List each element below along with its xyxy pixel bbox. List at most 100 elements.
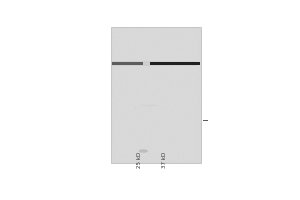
Point <box>151 92 155 95</box>
Point <box>170 145 175 149</box>
Point <box>192 146 197 150</box>
Point <box>166 138 171 141</box>
Point <box>156 117 161 120</box>
Point <box>143 106 148 110</box>
Point <box>136 73 140 77</box>
Point <box>175 122 180 125</box>
Point <box>164 141 169 144</box>
Point <box>133 48 137 51</box>
Point <box>176 118 181 121</box>
Point <box>139 134 144 137</box>
Point <box>130 29 135 32</box>
Point <box>128 80 133 83</box>
Point <box>115 51 120 55</box>
Point <box>146 76 151 79</box>
Point <box>172 58 176 61</box>
Point <box>137 28 142 31</box>
Point <box>158 160 163 163</box>
Point <box>199 94 203 97</box>
Point <box>184 139 189 142</box>
Point <box>176 37 181 41</box>
Point <box>135 106 140 109</box>
Point <box>182 142 186 146</box>
Point <box>177 112 182 115</box>
Point <box>117 66 122 70</box>
Point <box>169 55 174 58</box>
Point <box>169 157 174 161</box>
Point <box>164 106 169 110</box>
Point <box>144 83 149 86</box>
Point <box>185 49 190 52</box>
Point <box>152 157 156 160</box>
Point <box>144 39 149 42</box>
Point <box>116 53 120 56</box>
Point <box>171 139 176 143</box>
Point <box>151 110 155 113</box>
Point <box>153 51 158 54</box>
Point <box>109 121 114 125</box>
Point <box>127 53 132 56</box>
Point <box>167 159 171 162</box>
Point <box>122 100 127 103</box>
Point <box>171 82 176 86</box>
Point <box>130 49 134 52</box>
Point <box>128 110 133 113</box>
Point <box>116 133 121 136</box>
Point <box>127 63 131 66</box>
Point <box>151 95 156 98</box>
Point <box>154 158 159 161</box>
Point <box>137 144 142 147</box>
Point <box>119 89 124 93</box>
Point <box>135 151 140 154</box>
Point <box>154 41 159 44</box>
Point <box>128 160 132 163</box>
Point <box>179 86 184 89</box>
Point <box>194 110 199 114</box>
Point <box>118 67 122 71</box>
Point <box>184 80 189 83</box>
Point <box>196 91 201 94</box>
Point <box>181 34 186 37</box>
Point <box>119 135 124 138</box>
Point <box>137 70 142 73</box>
Point <box>189 159 194 162</box>
Point <box>112 31 116 34</box>
Point <box>167 114 171 117</box>
Point <box>189 120 194 123</box>
Point <box>176 47 181 50</box>
Point <box>125 61 130 64</box>
Point <box>122 60 127 63</box>
Point <box>190 105 195 108</box>
Point <box>181 47 185 50</box>
Point <box>197 93 202 96</box>
Point <box>162 113 167 116</box>
Point <box>127 124 131 127</box>
Point <box>182 139 187 143</box>
Point <box>158 134 162 137</box>
Point <box>133 46 138 49</box>
Point <box>194 154 199 157</box>
Point <box>164 45 169 48</box>
Point <box>176 108 180 111</box>
Point <box>109 32 114 35</box>
Point <box>161 98 166 101</box>
Point <box>122 120 127 123</box>
Point <box>193 130 197 133</box>
Point <box>122 43 126 46</box>
Point <box>109 34 114 37</box>
Point <box>176 157 181 161</box>
Point <box>176 65 180 68</box>
Point <box>148 108 152 111</box>
Point <box>115 140 120 143</box>
Point <box>114 133 119 136</box>
Point <box>152 122 157 125</box>
Point <box>112 143 117 146</box>
Point <box>189 43 194 46</box>
Point <box>173 69 178 72</box>
Point <box>164 45 169 48</box>
Point <box>111 66 116 69</box>
Point <box>175 83 180 86</box>
Point <box>197 108 202 112</box>
Point <box>127 47 131 51</box>
Point <box>159 96 164 99</box>
